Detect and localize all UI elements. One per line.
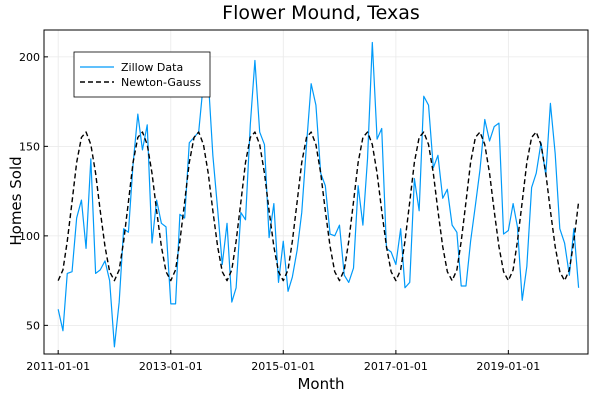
y-axis-ticks: 50 100 150 200 [19,51,48,332]
legend-label-newton-gauss: Newton-Gauss [121,76,201,89]
y-tick-label: 50 [26,319,40,332]
x-tick-label: 2019-01-01 [476,360,540,373]
x-axis-ticks: 2011-01-01 2013-01-01 2015-01-01 2017-01-01… [26,350,540,373]
x-tick-label: 2011-01-01 [26,360,90,373]
x-axis-label: Month [297,375,344,393]
y-tick-label: 150 [19,140,40,153]
y-axis-label: Homes Sold [7,156,25,245]
series-group [57,41,580,348]
series-line-zillow-data [57,41,580,348]
y-tick-label: 200 [19,51,40,64]
x-tick-label: 2013-01-01 [139,360,203,373]
plot-frame [43,29,589,355]
legend-label-zillow-data: Zillow Data [121,61,183,74]
series-line-newton-gauss [57,131,580,282]
x-tick-label: 2015-01-01 [251,360,315,373]
chart-title: Flower Mound, Texas [222,2,420,24]
legend-box [73,51,211,98]
legend: Zillow Data Newton-Gauss [73,51,211,98]
x-tick-label: 2017-01-01 [364,360,428,373]
y-tick-label: 100 [19,230,40,243]
